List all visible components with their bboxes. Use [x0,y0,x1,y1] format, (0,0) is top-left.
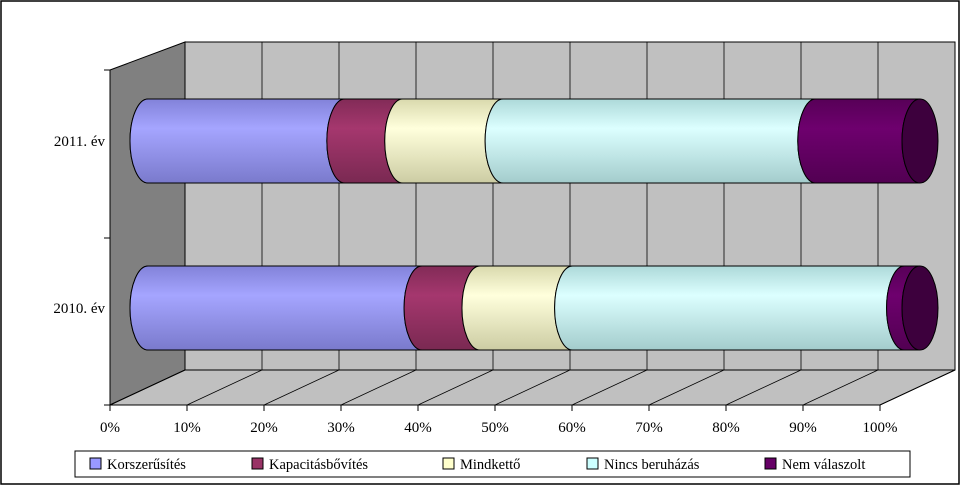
floor-gridline [802,369,879,406]
floor-gridline [186,369,263,406]
legend: Korszerűsítés Kapacitásbővítés Mindkettő Ni… [74,450,911,478]
legend-label: Nem válaszolt [782,457,865,473]
x-tick-label: 100% [863,420,898,436]
x-tick-label: 40% [404,420,432,436]
bar-group [129,265,939,351]
x-tick-label: 0% [100,420,120,436]
bar-end-cap [901,98,939,184]
x-tick-label: 70% [635,420,663,436]
floor-gridline [648,369,725,406]
floor-gridline [494,369,571,406]
floor-gridline [263,369,340,406]
legend-label: Korszerűsítés [107,457,186,473]
legend-label: Kapacitásbővítés [269,457,368,473]
bar-segment-Korszerűsítés [129,98,345,184]
bar-end-cap [901,265,939,351]
legend-swatch [442,457,455,470]
floor-gridline [340,369,417,406]
floor-gridline [109,369,186,406]
floor-gridline [571,369,648,406]
floor-gridline [417,369,494,406]
category-label: 2011. év [54,134,106,150]
x-tick-label: 50% [481,420,509,436]
side-wall [109,41,186,406]
floor-gridline [879,369,956,406]
legend-swatch [89,457,102,470]
floor-gridline [725,369,802,406]
x-tick-label: 80% [712,420,740,436]
bar-segment-Nincs beruházás [554,265,905,351]
x-tick-label: 10% [173,420,201,436]
legend-swatch [251,457,264,470]
legend-swatch [586,457,599,470]
legend-label: Mindkettő [460,457,520,473]
bar-segment-Korszerűsítés [129,265,423,351]
bar-group [129,98,939,184]
x-tick-label: 60% [558,420,586,436]
x-tick-label: 90% [789,420,817,436]
category-label: 2010. év [53,301,105,317]
legend-swatch [764,457,777,470]
legend-label: Nincs beruházás [604,457,700,473]
x-tick-label: 30% [327,420,355,436]
x-tick-label: 20% [250,420,278,436]
bar-segment-Nincs beruházás [484,98,816,184]
